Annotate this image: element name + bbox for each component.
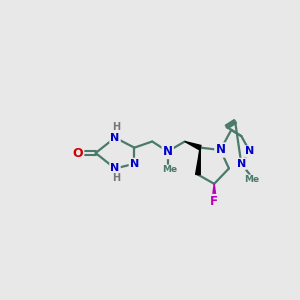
Text: N: N <box>110 164 120 173</box>
Text: H: H <box>112 122 121 132</box>
Text: N: N <box>245 146 254 157</box>
Text: F: F <box>210 195 218 208</box>
Text: N: N <box>110 133 120 142</box>
Polygon shape <box>185 142 201 150</box>
Text: O: O <box>73 146 83 160</box>
Polygon shape <box>196 148 200 175</box>
Text: N: N <box>237 159 246 169</box>
Text: N: N <box>215 143 225 157</box>
Text: Me: Me <box>162 166 177 175</box>
Text: H: H <box>112 173 121 184</box>
Polygon shape <box>212 184 217 202</box>
Text: N: N <box>163 145 173 158</box>
Text: Me: Me <box>244 176 260 184</box>
Text: N: N <box>130 159 139 169</box>
